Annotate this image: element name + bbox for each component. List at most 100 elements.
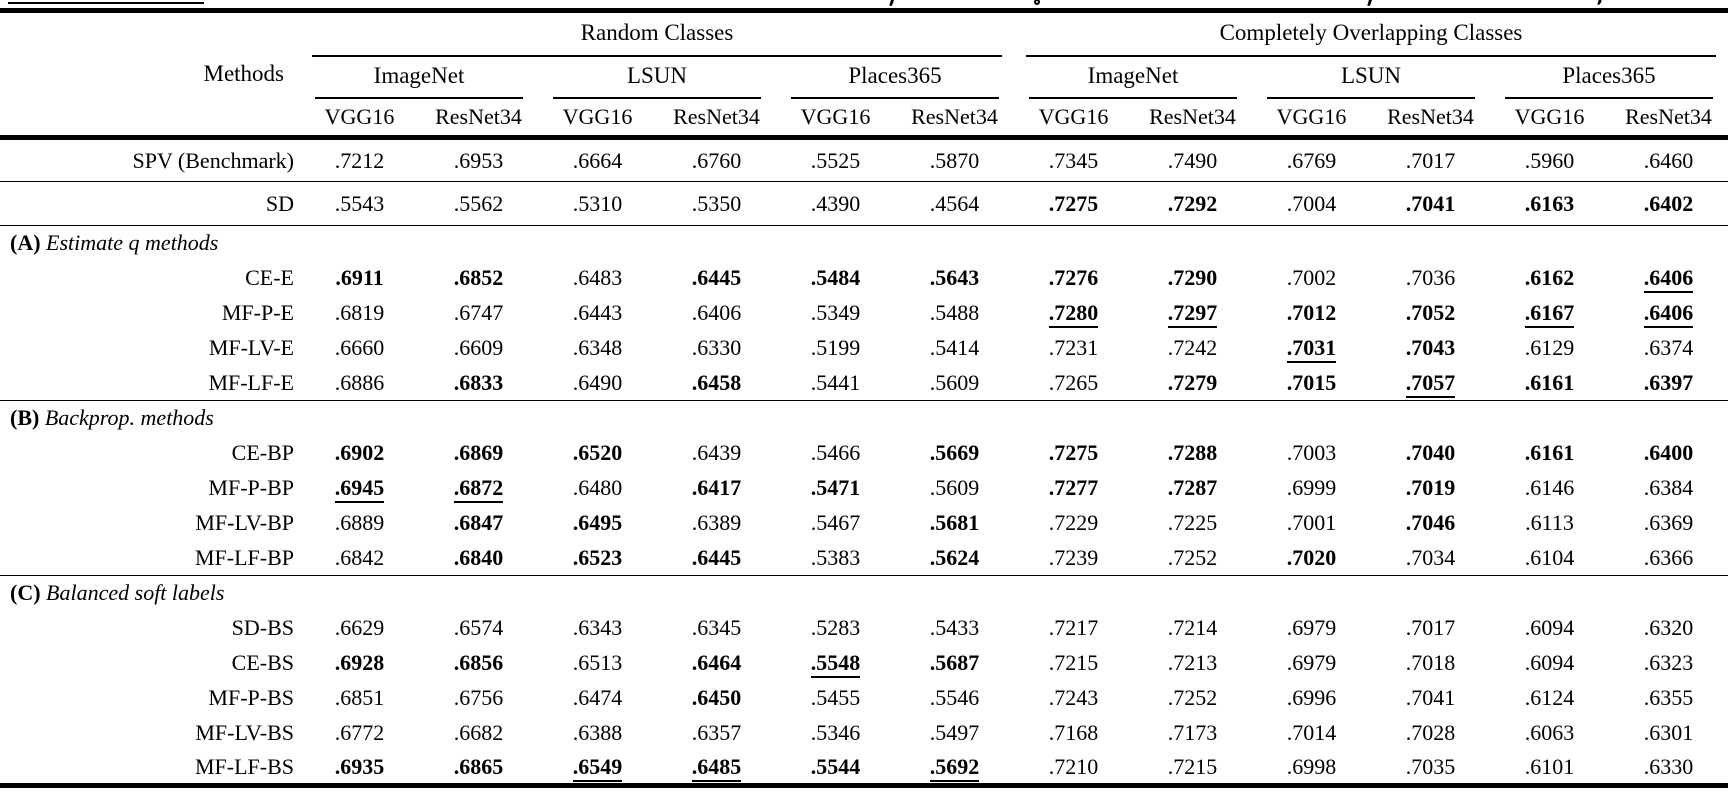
value-cell: .6833 xyxy=(419,365,538,401)
value-cell: .6847 xyxy=(453,510,504,535)
architecture-label-vgg16: VGG16 xyxy=(1514,104,1585,129)
value-cell: .6094 xyxy=(1524,615,1575,640)
value-cell: .5455 xyxy=(810,685,861,710)
value-cell: .6389 xyxy=(691,510,742,535)
architecture-label-resnet34: ResNet34 xyxy=(673,104,760,129)
value-cell: .6104 xyxy=(1490,540,1609,576)
value-cell: .7041 xyxy=(1371,181,1490,226)
value-cell: .6523 xyxy=(538,540,657,576)
value-cell: .7243 xyxy=(1048,685,1099,710)
value-cell: .6443 xyxy=(572,300,623,325)
value-cell: .6417 xyxy=(691,475,742,500)
value-cell: .7046 xyxy=(1405,510,1456,535)
value-cell: .6769 xyxy=(1252,137,1371,182)
value-cell: .6460 xyxy=(1609,137,1728,182)
section-header-row: (C) Balanced soft labels xyxy=(0,576,1728,611)
method-label: MF-LV-BP xyxy=(195,510,294,535)
method-label: CE-E xyxy=(245,265,294,290)
value-cell: .7279 xyxy=(1133,365,1252,401)
section-tag: (A) xyxy=(10,230,41,256)
value-cell: .5692 xyxy=(895,751,1014,786)
section-header: (C) Balanced soft labels xyxy=(0,576,1728,611)
value-cell: .6162 xyxy=(1524,265,1575,290)
value-cell: .7040 xyxy=(1405,440,1456,465)
value-cell: .6101 xyxy=(1524,753,1575,779)
value-cell: .5544 xyxy=(810,753,861,779)
caption-link-underline xyxy=(8,2,204,4)
method-label: MF-LF-BS xyxy=(194,753,294,779)
value-cell: .6760 xyxy=(657,137,776,182)
value-cell: .6979 xyxy=(1286,615,1337,640)
value-cell: .7275 xyxy=(1014,181,1133,226)
value-cell: .4564 xyxy=(895,181,1014,226)
value-cell: .6996 xyxy=(1286,685,1337,710)
architecture-label-vgg16: VGG16 xyxy=(1038,104,1109,129)
table-row-mf-lf-bp: MF-LF-BP .6842.6840.6523.6445.5383.5624.7… xyxy=(0,540,1728,576)
dataset-header-places365: Places365 xyxy=(1490,57,1728,99)
dataset-header-imagenet: ImageNet xyxy=(1014,57,1252,99)
value-cell: .6374 xyxy=(1643,335,1694,360)
value-cell: .7004 xyxy=(1252,181,1371,226)
value-cell: .7003 xyxy=(1286,440,1337,465)
section-header-row: (A) Estimate q methods xyxy=(0,226,1728,261)
value-cell: .6406 xyxy=(1609,296,1728,331)
method-label: SPV (Benchmark) xyxy=(0,137,300,182)
value-cell: .6756 xyxy=(453,685,504,710)
architecture-label-resnet34: ResNet34 xyxy=(1625,104,1712,129)
table-row-ce-e: CE-E .6911 .6852 .6483 .6445 .5484 .5643 .7276.… xyxy=(0,261,1728,296)
value-cell: .5467 xyxy=(810,510,861,535)
architecture-label-resnet34: ResNet34 xyxy=(1387,104,1474,129)
value-cell: .7213 xyxy=(1167,650,1218,675)
value-cell: .5525 xyxy=(776,137,895,182)
value-cell: .6474 xyxy=(572,685,623,710)
value-cell: .7001 xyxy=(1286,510,1337,535)
value-cell: .5546 xyxy=(929,685,980,710)
method-label: CE-BP xyxy=(231,440,294,465)
group-header-row: Random Classes Completely Overlapping Cl… xyxy=(300,13,1728,57)
value-cell: .5199 xyxy=(810,335,861,360)
value-cell: .5414 xyxy=(929,335,980,360)
value-cell: .7287 xyxy=(1167,475,1218,500)
table-row-mf-p-bs: MF-P-BS .6851 .6756 .6474 .6450 .5455 .5546 .72… xyxy=(0,681,1728,716)
value-cell: .7275 xyxy=(1048,440,1099,465)
value-cell: .6113 xyxy=(1525,510,1574,535)
dataset-label: LSUN xyxy=(553,57,761,99)
table-row-ce-bp: CE-BP .6902 .6869 .6520 .6439 .5466 .5669 .7275… xyxy=(0,436,1728,471)
architecture-label-vgg16: VGG16 xyxy=(562,104,633,129)
value-cell: .7290 xyxy=(1167,265,1218,290)
table-row-ce-bs: CE-BS .6928 .6856 .6513 .6464 .5548 .5687 .7215… xyxy=(0,646,1728,681)
value-cell: .6928 xyxy=(334,650,385,675)
dataset-label: LSUN xyxy=(1267,57,1475,99)
value-cell: .6366 xyxy=(1609,540,1728,576)
architecture-label-resnet34: ResNet34 xyxy=(911,104,998,129)
architecture-label-vgg16: VGG16 xyxy=(1276,104,1347,129)
table-row-mf-p-e: MF-P-E .6819 .6747 .6443 .6406 .5349 .5488 .728… xyxy=(0,296,1728,331)
value-cell: .6945 xyxy=(300,471,419,506)
value-cell: .6388 xyxy=(572,720,623,745)
architecture-label-resnet34: ResNet34 xyxy=(1149,104,1236,129)
value-cell: .5350 xyxy=(657,181,776,226)
value-cell: .6458 xyxy=(657,365,776,401)
section-header: (A) Estimate q methods xyxy=(0,226,1728,261)
value-cell: .6852 xyxy=(453,265,504,290)
dataset-label: Places365 xyxy=(1505,57,1713,99)
value-cell: .6660 xyxy=(334,335,385,360)
value-cell: .5543 xyxy=(300,181,419,226)
value-cell: .7035 xyxy=(1405,753,1456,779)
architecture-label-resnet34: ResNet34 xyxy=(435,104,522,129)
value-cell: .7020 xyxy=(1252,540,1371,576)
value-cell: .6124 xyxy=(1524,685,1575,710)
value-cell: .6357 xyxy=(691,720,742,745)
value-cell: .5669 xyxy=(929,440,980,465)
table-row-spv-benchmark-: SPV (Benchmark) .7212.6953.6664.6760.5525… xyxy=(0,137,1728,182)
value-cell: .5383 xyxy=(776,540,895,576)
value-cell: .6819 xyxy=(334,300,385,325)
value-cell: .6872 xyxy=(419,471,538,506)
value-cell: .6851 xyxy=(334,685,385,710)
value-cell: .5548 xyxy=(776,646,895,681)
value-cell: .7002 xyxy=(1286,265,1337,290)
value-cell: .7239 xyxy=(1014,540,1133,576)
value-cell: .7017 xyxy=(1405,615,1456,640)
group-label: Random Classes xyxy=(312,13,1002,57)
value-cell: .6161 xyxy=(1524,440,1575,465)
